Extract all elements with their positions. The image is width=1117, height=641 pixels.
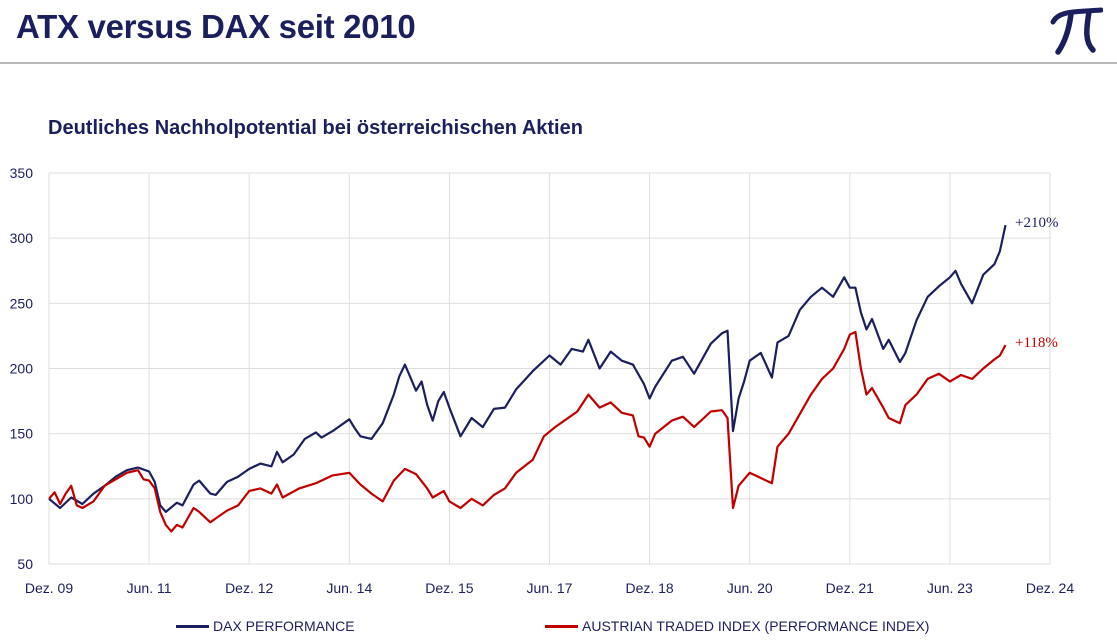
series-lines — [48, 224, 1007, 533]
y-axis-tick-labels: 50 100 150 200 250 300 350 — [10, 165, 34, 572]
chart-title: Deutliches Nachholpotential bei österrei… — [48, 117, 583, 139]
x-tick-label: Dez. 24 — [1026, 580, 1074, 596]
x-tick-label: Dez. 12 — [225, 580, 273, 596]
x-tick-label: Jun. 14 — [326, 580, 372, 596]
grid-lines — [48, 172, 1051, 565]
x-tick-label: Dez. 15 — [425, 580, 473, 596]
y-tick-label: 100 — [10, 491, 34, 507]
legend-label-dax: DAX PERFORMANCE — [213, 618, 355, 634]
y-tick-label: 250 — [10, 295, 34, 311]
legend-label-atx: AUSTRIAN TRADED INDEX (PERFORMANCE INDEX… — [582, 618, 930, 634]
legend-item-dax: DAX PERFORMANCE — [176, 618, 355, 634]
x-tick-label: Jun. 23 — [927, 580, 973, 596]
series-end-labels: +210% +118% — [1015, 215, 1058, 351]
chart-legend: DAX PERFORMANCE AUSTRIAN TRADED INDEX (P… — [0, 618, 1117, 640]
x-tick-label: Dez. 21 — [826, 580, 874, 596]
legend-item-atx: AUSTRIAN TRADED INDEX (PERFORMANCE INDEX… — [545, 618, 929, 634]
y-tick-label: 50 — [17, 556, 33, 572]
x-tick-label: Jun. 17 — [527, 580, 573, 596]
legend-swatch-dax — [176, 624, 209, 628]
series-line-dax — [48, 224, 1007, 513]
header-bar: ATX versus DAX seit 2010 — [0, 0, 1117, 64]
y-tick-label: 200 — [10, 361, 34, 377]
x-axis-tick-labels: Dez. 09 Jun. 11 Dez. 12 Jun. 14 Dez. 15 Jun. … — [25, 580, 1074, 596]
y-tick-label: 150 — [10, 426, 34, 442]
legend-swatch-atx — [545, 624, 578, 628]
x-tick-label: Dez. 09 — [25, 580, 73, 596]
end-label-dax: +210% — [1015, 215, 1058, 231]
series-line-atx — [48, 330, 1007, 533]
end-label-atx: +118% — [1015, 335, 1058, 351]
x-tick-label: Jun. 20 — [727, 580, 773, 596]
x-tick-label: Dez. 18 — [625, 580, 673, 596]
y-tick-label: 300 — [10, 230, 34, 246]
x-tick-label: Jun. 11 — [127, 580, 172, 596]
pi-logo-icon — [1050, 7, 1103, 55]
page-title: ATX versus DAX seit 2010 — [16, 8, 416, 45]
y-tick-label: 350 — [10, 165, 34, 181]
